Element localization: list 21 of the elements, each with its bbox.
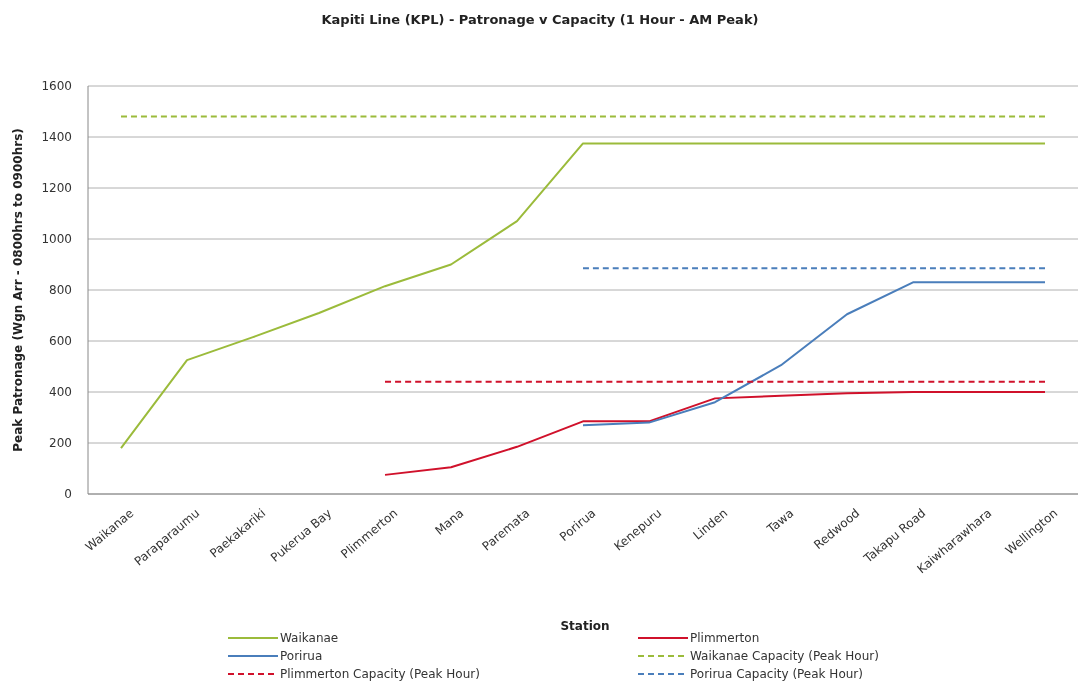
legend-label: Waikanae [280,631,339,646]
legend-label: Porirua Capacity (Peak Hour) [690,667,863,682]
x-axis-title: Station [560,619,610,633]
y-tick-label: 600 [49,334,72,349]
y-tick-label: 800 [49,283,72,298]
legend-label: Porirua [280,649,323,664]
legend-label: Plimmerton Capacity (Peak Hour) [280,667,480,682]
y-tick-label: 1600 [41,79,72,94]
y-tick-label: 1200 [41,181,72,196]
line-series [582,281,1046,427]
y-axis-title: Peak Patronage (Wgn Arr - 0800hrs to 0900hrs) [11,128,25,452]
legend-label: Waikanae Capacity (Peak Hour) [690,649,879,664]
y-tick-label: 1400 [41,130,72,145]
y-tick-label: 400 [49,385,72,400]
y-tick-label: 0 [64,487,72,502]
y-tick-label: 200 [49,436,72,451]
line-series [384,391,1046,476]
chart-title: Kapiti Line (KPL) - Patronage v Capacity (1 Hour - AM Peak) [321,12,759,27]
legend-label: Plimmerton [690,631,760,646]
line-series [120,142,1046,450]
y-tick-label: 1000 [41,232,72,247]
